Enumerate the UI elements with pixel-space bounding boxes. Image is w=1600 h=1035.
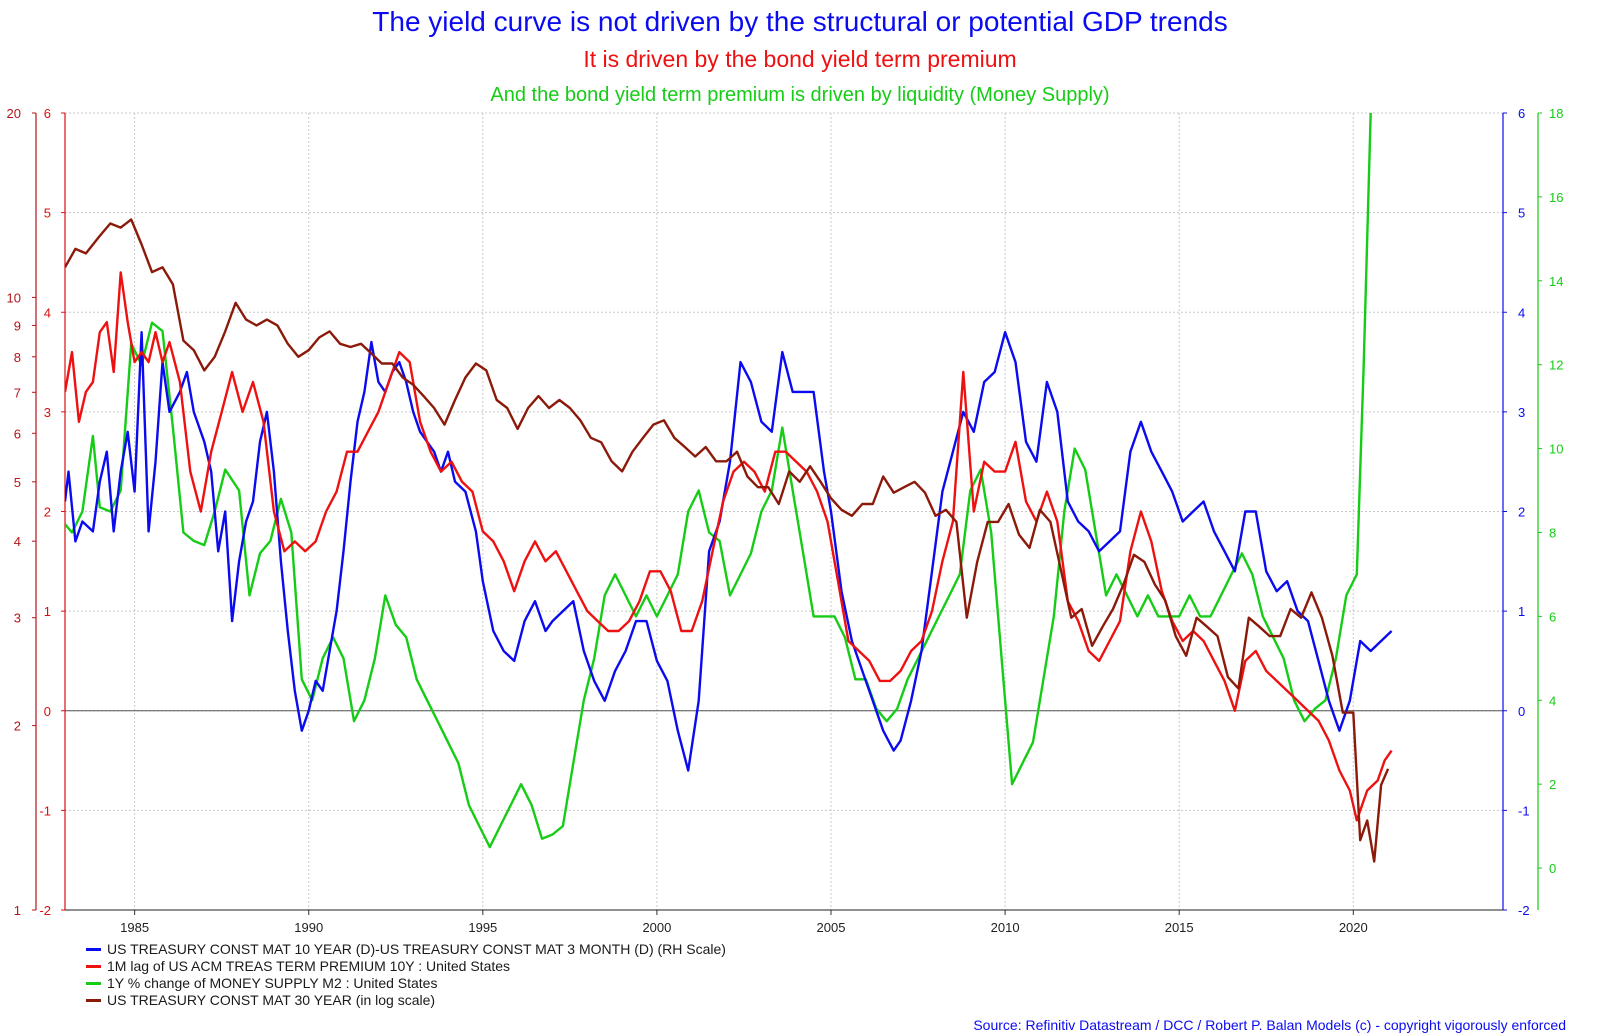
left-tick-label: 0 bbox=[44, 704, 51, 719]
x-tick-label: 2005 bbox=[817, 920, 846, 935]
left-tick-label: 1 bbox=[44, 604, 51, 619]
left-tick-label: 6 bbox=[44, 106, 51, 121]
far-left-tick-label: 3 bbox=[14, 611, 21, 626]
left-tick-label: 4 bbox=[44, 305, 51, 320]
far-right-tick-label: 12 bbox=[1549, 358, 1563, 373]
far-left-tick-label: 2 bbox=[14, 719, 21, 734]
x-tick-label: 2020 bbox=[1339, 920, 1368, 935]
far-right-tick-label: 8 bbox=[1549, 525, 1556, 540]
far-left-tick-label: 8 bbox=[14, 350, 21, 365]
right-tick-label: 2 bbox=[1518, 505, 1525, 520]
legend-label-blue: US TREASURY CONST MAT 10 YEAR (D)-US TRE… bbox=[107, 941, 726, 957]
far-right-tick-label: 10 bbox=[1549, 442, 1563, 457]
legend-label-brown: US TREASURY CONST MAT 30 YEAR (in log sc… bbox=[107, 992, 436, 1008]
chart-title: The yield curve is not driven by the str… bbox=[372, 6, 1228, 37]
far-right-tick-label: 4 bbox=[1549, 693, 1556, 708]
far-left-tick-label: 9 bbox=[14, 318, 21, 333]
source-note: Source: Refinitiv Datastream / DCC / Rob… bbox=[973, 1017, 1566, 1033]
far-left-tick-label: 1 bbox=[14, 903, 21, 918]
x-tick-label: 1995 bbox=[468, 920, 497, 935]
left-tick-label: 3 bbox=[44, 405, 51, 420]
far-left-tick-label: 4 bbox=[14, 534, 21, 549]
left-tick-label: -2 bbox=[39, 903, 51, 918]
right-tick-label: -1 bbox=[1518, 803, 1530, 818]
far-right-tick-label: 16 bbox=[1549, 190, 1563, 205]
far-right-tick-label: 6 bbox=[1549, 609, 1556, 624]
x-tick-label: 1985 bbox=[120, 920, 149, 935]
legend-item-red: 1M lag of US ACM TREAS TERM PREMIUM 10Y … bbox=[86, 958, 726, 975]
far-left-tick-label: 5 bbox=[14, 475, 21, 490]
legend: US TREASURY CONST MAT 10 YEAR (D)-US TRE… bbox=[86, 941, 726, 1009]
left-tick-label: 5 bbox=[44, 206, 51, 221]
legend-item-blue: US TREASURY CONST MAT 10 YEAR (D)-US TRE… bbox=[86, 941, 726, 958]
series-line-green bbox=[65, 113, 1372, 849]
legend-swatch-blue bbox=[86, 947, 101, 951]
far-left-tick-label: 6 bbox=[14, 426, 21, 441]
far-right-tick-label: 0 bbox=[1549, 861, 1556, 876]
far-left-tick-label: 7 bbox=[14, 385, 21, 400]
right-tick-label: 6 bbox=[1518, 106, 1525, 121]
right-tick-label: 1 bbox=[1518, 604, 1525, 619]
far-left-tick-label: 10 bbox=[7, 290, 21, 305]
x-tick-label: 2000 bbox=[642, 920, 671, 935]
series-line-blue bbox=[65, 331, 1393, 772]
series-line-red bbox=[65, 271, 1393, 822]
legend-item-brown: US TREASURY CONST MAT 30 YEAR (in log sc… bbox=[86, 992, 726, 1009]
legend-item-green: 1Y % change of MONEY SUPPLY M2 : United … bbox=[86, 975, 726, 992]
left-tick-label: -1 bbox=[39, 803, 51, 818]
right-tick-label: 3 bbox=[1518, 405, 1525, 420]
chart-subtitle-2: And the bond yield term premium is drive… bbox=[490, 84, 1110, 106]
legend-swatch-brown bbox=[86, 998, 101, 1002]
chart-subtitle-1: It is driven by the bond yield term prem… bbox=[583, 46, 1017, 72]
right-tick-label: 4 bbox=[1518, 305, 1525, 320]
x-tick-label: 2010 bbox=[991, 920, 1020, 935]
legend-label-red: 1M lag of US ACM TREAS TERM PREMIUM 10Y … bbox=[107, 958, 511, 974]
far-left-tick-label: 20 bbox=[7, 106, 21, 121]
far-right-tick-label: 18 bbox=[1549, 106, 1563, 121]
legend-swatch-red bbox=[86, 964, 101, 968]
right-tick-label: 0 bbox=[1518, 704, 1525, 719]
right-tick-label: 5 bbox=[1518, 206, 1525, 221]
left-tick-label: 2 bbox=[44, 505, 51, 520]
legend-swatch-green bbox=[86, 981, 101, 985]
far-right-tick-label: 14 bbox=[1549, 274, 1563, 289]
x-tick-label: 1990 bbox=[294, 920, 323, 935]
series-line-brown bbox=[65, 218, 1390, 863]
legend-label-green: 1Y % change of MONEY SUPPLY M2 : United … bbox=[107, 975, 438, 991]
far-right-tick-label: 2 bbox=[1549, 777, 1556, 792]
x-tick-label: 2015 bbox=[1165, 920, 1194, 935]
right-tick-label: -2 bbox=[1518, 903, 1530, 918]
